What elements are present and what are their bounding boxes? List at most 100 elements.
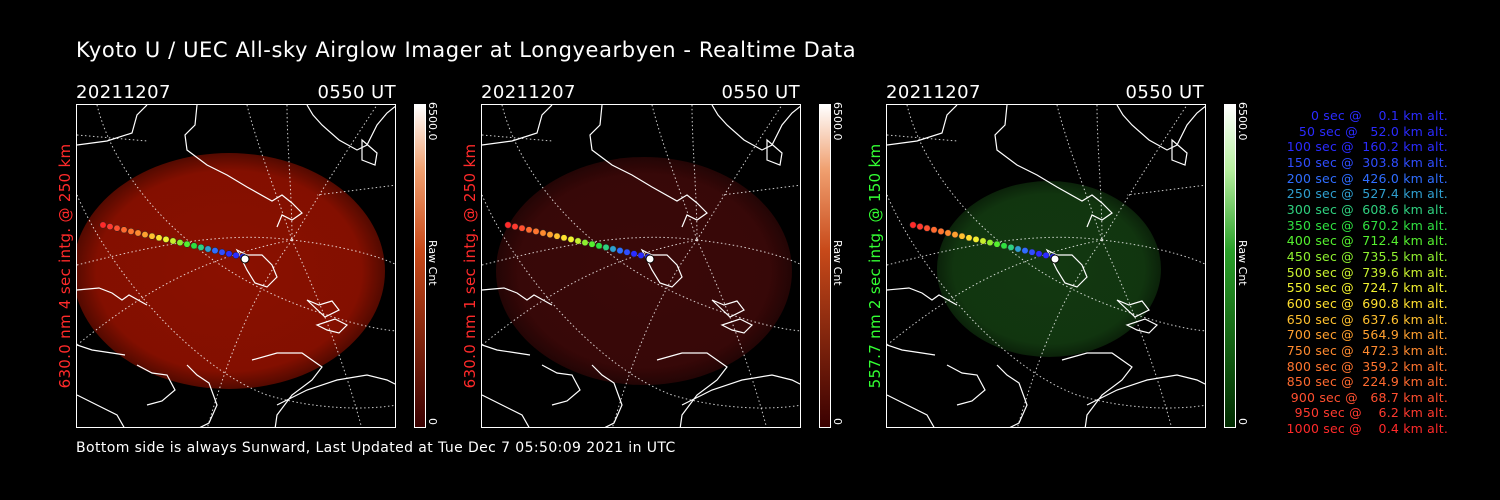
panel-3-colorbar-max: 6500.0 [1236, 102, 1249, 141]
trajectory-point [958, 232, 966, 240]
trajectory-point [595, 242, 603, 250]
trajectory-point [176, 239, 184, 247]
trajectory-point [965, 234, 973, 242]
trajectory-point [99, 221, 107, 229]
trajectory-point [972, 235, 980, 243]
legend-row: 150 sec @ 303.8 km alt. [1286, 154, 1448, 170]
legend-row: 950 sec @ 6.2 km alt. [1294, 405, 1448, 421]
trajectory-point [197, 243, 205, 251]
panel-2-colorbar-max: 6500.0 [831, 102, 844, 141]
trajectory-point [1007, 243, 1015, 251]
panel-1-time: 0550 UT [317, 82, 396, 103]
panel-1-colorbar [414, 104, 426, 428]
trajectory-point [204, 245, 212, 253]
trajectory-point [637, 251, 645, 259]
panel-2-image [481, 104, 801, 428]
trajectory-point [113, 224, 121, 232]
legend-row: 100 sec @ 160.2 km alt. [1286, 139, 1448, 155]
panel-1-colorbar-unit: Raw Cnt [426, 240, 439, 286]
legend-row: 300 sec @ 608.6 km alt. [1286, 201, 1448, 217]
trajectory-point [511, 223, 519, 231]
legend-row: 600 sec @ 690.8 km alt. [1286, 295, 1448, 311]
trajectory-point [979, 237, 987, 245]
trajectory-point [581, 239, 589, 247]
trajectory-point [588, 240, 596, 248]
panel-2-colorbar-min: 0 [831, 418, 844, 425]
panel-1-date: 20211207 [76, 82, 171, 103]
trajectory-point [630, 250, 638, 258]
launch-site-marker [240, 254, 250, 264]
launch-site-marker [1050, 254, 1060, 264]
trajectory-point [916, 223, 924, 231]
panel-3-date: 20211207 [886, 82, 981, 103]
legend-row: 1000 sec @ 0.4 km alt. [1286, 421, 1448, 437]
trajectory-point [127, 227, 135, 235]
trajectory-point [944, 229, 952, 237]
legend-row: 550 sec @ 724.7 km alt. [1286, 280, 1448, 296]
trajectory-point [169, 237, 177, 245]
trajectory-point [1021, 247, 1029, 255]
trajectory-point [574, 237, 582, 245]
launch-site-marker [645, 254, 655, 264]
legend-row: 500 sec @ 739.6 km alt. [1286, 264, 1448, 280]
footer-note: Bottom side is always Sunward, Last Upda… [76, 440, 676, 456]
airglow-disk [937, 181, 1161, 357]
legend-row: 350 sec @ 670.2 km alt. [1286, 217, 1448, 233]
trajectory-point [525, 226, 533, 234]
trajectory-point [937, 227, 945, 235]
panel-2-side-label-text: 630.0 nm 1 sec intg. @ 250 km [461, 143, 479, 389]
panel-2-colorbar-unit: Raw Cnt [831, 240, 844, 286]
panel-3-time: 0550 UT [1125, 82, 1204, 103]
legend-row: 750 sec @ 472.3 km alt. [1286, 342, 1448, 358]
panel-3-allsky-map [887, 105, 1205, 427]
panel-1-side-label: 630.0 nm 4 sec intg. @ 250 km [54, 104, 76, 428]
trajectory-point [1035, 250, 1043, 258]
legend-row: 650 sec @ 637.6 km alt. [1286, 311, 1448, 327]
legend-row: 700 sec @ 564.9 km alt. [1286, 327, 1448, 343]
trajectory-point [993, 240, 1001, 248]
trajectory-point [155, 234, 163, 242]
trajectory-point [923, 224, 931, 232]
trajectory-point [560, 234, 568, 242]
trajectory-point [120, 226, 128, 234]
trajectory-point [518, 224, 526, 232]
trajectory-point [190, 242, 198, 250]
trajectory-point [504, 221, 512, 229]
trajectory-point [1028, 248, 1036, 256]
trajectory-point [539, 229, 547, 237]
panel-1-colorbar-max: 6500.0 [426, 102, 439, 141]
trajectory-point [1014, 245, 1022, 253]
panel-2-allsky-map [482, 105, 800, 427]
airglow-disk [77, 153, 385, 389]
trajectory-point [553, 232, 561, 240]
panel-3-side-label: 557.7 nm 2 sec intg. @ 150 km [864, 104, 886, 428]
legend-row: 200 sec @ 426.0 km alt. [1286, 170, 1448, 186]
legend-row: 250 sec @ 527.4 km alt. [1286, 186, 1448, 202]
panel-1-colorbar-min: 0 [426, 418, 439, 425]
panel-3-side-label-text: 557.7 nm 2 sec intg. @ 150 km [866, 143, 884, 389]
panel-1-image [76, 104, 396, 428]
legend-row: 800 sec @ 359.2 km alt. [1286, 358, 1448, 374]
page-title: Kyoto U / UEC All-sky Airglow Imager at … [76, 38, 857, 62]
trajectory-point [951, 231, 959, 239]
trajectory-point [623, 248, 631, 256]
panel-3-colorbar-unit: Raw Cnt [1236, 240, 1249, 286]
trajectory-point [616, 247, 624, 255]
panel-3-colorbar [1224, 104, 1236, 428]
trajectory-point [567, 235, 575, 243]
trajectory-point [232, 251, 240, 259]
trajectory-point [930, 226, 938, 234]
trajectory-point [532, 227, 540, 235]
panel-2-date: 20211207 [481, 82, 576, 103]
legend-row: 450 sec @ 735.5 km alt. [1286, 248, 1448, 264]
trajectory-point [162, 235, 170, 243]
panel-2-side-label: 630.0 nm 1 sec intg. @ 250 km [459, 104, 481, 428]
trajectory-point [141, 231, 149, 239]
panel-3-image [886, 104, 1206, 428]
trajectory-point [148, 232, 156, 240]
trajectory-point [106, 223, 114, 231]
trajectory-point [909, 221, 917, 229]
trajectory-point [1042, 251, 1050, 259]
trajectory-point [602, 243, 610, 251]
trajectory-point [211, 247, 219, 255]
